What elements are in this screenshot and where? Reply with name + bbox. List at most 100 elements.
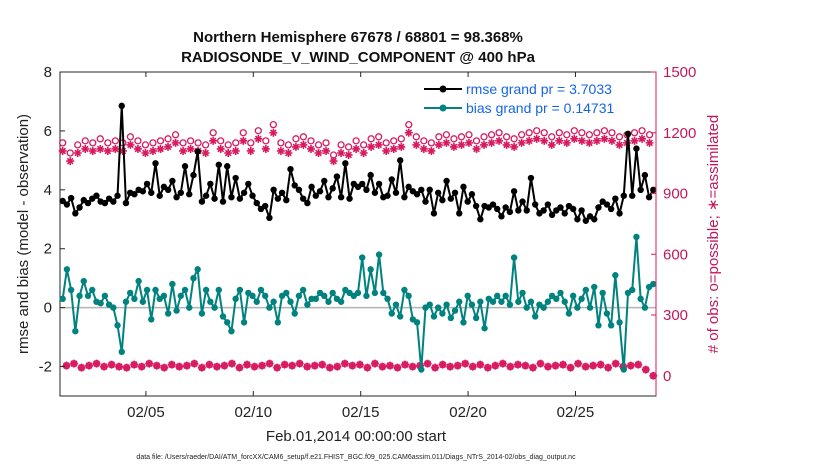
rmse-point <box>569 205 577 213</box>
bias-point <box>329 289 336 297</box>
obs-possible-point <box>149 139 157 147</box>
obs-assimilated-point <box>442 138 451 147</box>
obs-assimilated-point <box>224 149 233 157</box>
rmse-point <box>156 192 163 199</box>
obs-assimilated-point <box>103 146 112 155</box>
rmse-point <box>523 207 530 214</box>
obs-possible-point <box>585 131 594 139</box>
obs-possible-point <box>59 139 67 147</box>
rmse-point <box>346 195 353 202</box>
rmse-point <box>574 216 581 223</box>
obs-possible-point <box>465 131 473 139</box>
rmse-point <box>519 198 526 205</box>
rmse-point <box>177 189 185 196</box>
obs-possible-point <box>292 135 300 143</box>
rmse-point <box>337 193 345 201</box>
bias-point <box>186 304 193 311</box>
obs-assimilated-point <box>446 362 455 371</box>
obs-assimilated-point <box>468 362 477 371</box>
obs-assimilated-point <box>615 140 624 149</box>
rmse-point <box>510 188 518 195</box>
bias-point <box>118 348 125 356</box>
obs-assimilated-point <box>310 361 319 370</box>
rmse-point <box>118 102 125 110</box>
bias-point <box>569 292 577 300</box>
obs-possible-point <box>390 137 398 145</box>
bias-point <box>67 286 75 294</box>
rmse-point <box>591 216 598 223</box>
bias-point <box>270 298 277 305</box>
obs-assimilated-point <box>130 360 139 369</box>
obs-possible-point <box>277 139 285 147</box>
rmse-point <box>603 201 611 208</box>
obs-assimilated-point <box>438 360 447 369</box>
obs-assimilated-point <box>325 363 334 372</box>
obs-assimilated-point <box>148 146 157 155</box>
obs-possible-point <box>209 129 217 137</box>
rmse-point <box>540 207 547 214</box>
rmse-point <box>198 198 206 205</box>
y-tick-label: -2 <box>39 359 52 376</box>
obs-assimilated-point <box>261 144 270 153</box>
bias-point <box>464 292 471 300</box>
rmse-point <box>152 160 159 167</box>
obs-assimilated-point <box>453 361 462 370</box>
rmse-point <box>240 189 248 196</box>
obs-possible-point <box>593 129 601 137</box>
bias-point <box>481 325 488 332</box>
obs-assimilated-point <box>141 149 150 157</box>
bias-point <box>603 310 611 317</box>
rmse-point <box>287 166 294 173</box>
obs-assimilated-point <box>243 360 252 369</box>
rmse-point <box>215 161 222 168</box>
obs-possible-point <box>217 137 225 145</box>
obs-assimilated-point <box>216 144 225 153</box>
obs-possible-point <box>179 139 187 147</box>
obs-assimilated-point <box>370 359 379 368</box>
obs-assimilated-point <box>58 146 67 155</box>
y-tick-label: 4 <box>44 182 52 199</box>
x-tick-label: 02/10 <box>235 404 273 421</box>
bias-point <box>139 298 147 305</box>
rmse-point <box>451 189 459 196</box>
obs-assimilated-point <box>96 144 105 153</box>
bias-point <box>257 286 265 294</box>
rmse-point <box>375 180 383 188</box>
obs-assimilated-point <box>600 134 609 143</box>
bias-point <box>557 289 564 297</box>
obs-assimilated-point <box>250 362 259 371</box>
obs-possible-point <box>435 133 443 141</box>
obs-assimilated-point <box>122 363 131 372</box>
rmse-point <box>325 193 332 201</box>
rmse-point <box>616 210 623 217</box>
rmse-point <box>405 183 412 191</box>
bias-point <box>228 328 235 335</box>
bias-point <box>371 289 379 297</box>
obs-assimilated-point <box>66 157 75 166</box>
obs-assimilated-point <box>551 361 560 370</box>
obs-assimilated-point <box>107 360 116 369</box>
obs-assimilated-point <box>329 157 338 166</box>
obs-assimilated-point <box>431 363 440 372</box>
obs-assimilated-point <box>577 136 586 145</box>
bias-point <box>173 307 180 314</box>
bias-point <box>498 298 505 305</box>
obs-assimilated-point <box>521 361 530 370</box>
obs-assimilated-point <box>299 140 308 149</box>
bias-point <box>637 295 644 302</box>
obs-assimilated-point <box>100 362 109 371</box>
obs-possible-point <box>533 127 541 135</box>
obs-possible-point <box>495 129 503 137</box>
obs-assimilated-point <box>175 362 184 371</box>
rmse-point <box>211 195 218 202</box>
bias-point <box>650 280 657 288</box>
obs-possible-point <box>232 139 240 147</box>
obs-assimilated-point <box>427 146 436 155</box>
obs-assimilated-point <box>137 362 146 371</box>
bias-point <box>375 251 383 258</box>
bias-point <box>456 298 463 305</box>
obs-assimilated-point <box>231 146 240 155</box>
rmse-point <box>464 198 471 205</box>
bias-point <box>249 292 256 300</box>
bias-point <box>202 286 210 294</box>
